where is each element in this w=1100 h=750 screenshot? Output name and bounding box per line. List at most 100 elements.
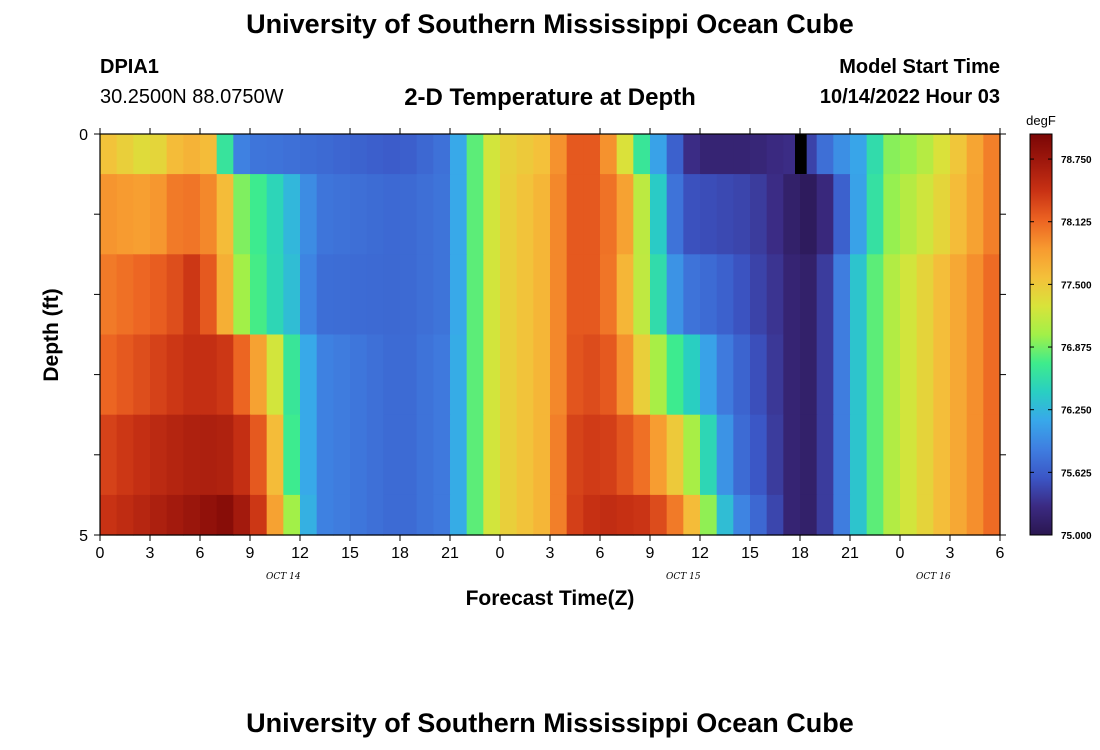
- heatmap-cell: [466, 414, 484, 496]
- heatmap-cell: [583, 174, 601, 255]
- heatmap-cell: [433, 134, 451, 175]
- heatmap-cell: [816, 334, 834, 416]
- x-tick-label: 18: [391, 545, 409, 562]
- heatmap-cell: [616, 134, 634, 175]
- heatmap-cell: [433, 254, 451, 336]
- heatmap-cell: [666, 494, 684, 536]
- heatmap-cell: [416, 494, 434, 536]
- heatmap-cell: [900, 134, 918, 175]
- heatmap-cell: [816, 134, 834, 175]
- heatmap-cell: [733, 414, 751, 496]
- heatmap-cell: [416, 334, 434, 416]
- heatmap-cell: [833, 334, 851, 416]
- heatmap-cell: [716, 414, 734, 496]
- heatmap-cell: [900, 494, 918, 536]
- heatmap-cell: [450, 414, 468, 496]
- heatmap-cell: [600, 494, 618, 536]
- heatmap-cell: [200, 494, 218, 536]
- heatmap-cell: [616, 414, 634, 496]
- heatmap-cell: [200, 334, 218, 416]
- heatmap-cell: [483, 414, 501, 496]
- heatmap-cell: [333, 494, 351, 536]
- heatmap-cell: [416, 174, 434, 255]
- heatmap-cell: [233, 334, 251, 416]
- y-axis-label: Depth (ft): [40, 288, 63, 381]
- y-tick-label: 0: [79, 127, 88, 144]
- x-tick-label: 3: [146, 545, 155, 562]
- heatmap-cell: [100, 134, 118, 175]
- colorbar-tick-label: 76.250: [1061, 406, 1092, 417]
- heatmap-cell: [983, 254, 1001, 336]
- heatmap-cell: [633, 414, 651, 496]
- heatmap-cell: [800, 414, 818, 496]
- heatmap-cell: [400, 174, 418, 255]
- plot-title: 2-D Temperature at Depth: [404, 84, 696, 111]
- heatmap-cell: [700, 174, 718, 255]
- heatmap-cell: [616, 174, 634, 255]
- heatmap-cell: [383, 334, 401, 416]
- date-label: OCT 15: [666, 572, 701, 582]
- x-tick-label: 3: [546, 545, 555, 562]
- heatmap-cell: [716, 334, 734, 416]
- heatmap-cell: [650, 494, 668, 536]
- heatmap-cell: [833, 254, 851, 336]
- colorbar-unit-label: degF: [1026, 113, 1056, 128]
- x-tick-label: 9: [246, 545, 255, 562]
- heatmap-cell: [500, 174, 518, 255]
- heatmap-cell: [966, 494, 984, 536]
- heatmap-cell: [183, 134, 201, 175]
- heatmap-cell: [566, 334, 584, 416]
- x-tick-label: 21: [441, 545, 459, 562]
- heatmap-cell: [150, 174, 168, 255]
- heatmap-cell: [233, 134, 251, 175]
- heatmap-cell: [716, 254, 734, 336]
- colorbar-ticks: 75.000 75.625 76.250 76.875 77.500 78.125 78.7…: [1030, 155, 1092, 542]
- heatmap-cell: [500, 134, 518, 175]
- heatmap-cell: [833, 414, 851, 496]
- heatmap-cell: [833, 134, 851, 175]
- heatmap-cell: [416, 134, 434, 175]
- heatmap-cell: [166, 254, 184, 336]
- heatmap-cell: [533, 254, 551, 336]
- heatmap-cell: [933, 414, 951, 496]
- heatmap-cell: [916, 414, 934, 496]
- heatmap-cell: [366, 494, 384, 536]
- heatmap-cell: [466, 334, 484, 416]
- heatmap-cell: [216, 174, 234, 255]
- heatmap-cell: [666, 414, 684, 496]
- footer-title: University of Southern Mississippi Ocean…: [246, 708, 854, 738]
- colorbar-tick-label: 78.750: [1061, 155, 1092, 166]
- heatmap-cell: [116, 174, 134, 255]
- heatmap-cell: [283, 334, 301, 416]
- heatmap-cell: [916, 334, 934, 416]
- heatmap-cell: [733, 134, 751, 175]
- heatmap-cell: [250, 134, 268, 175]
- heatmap-cell: [316, 414, 334, 496]
- heatmap-cell: [733, 254, 751, 336]
- heatmap-cell: [700, 494, 718, 536]
- heatmap-cell: [783, 494, 801, 536]
- heatmap-cell: [866, 134, 884, 175]
- heatmap-cell: [366, 134, 384, 175]
- x-tick-label: 0: [496, 545, 505, 562]
- heatmap-cell: [983, 174, 1001, 255]
- heatmap-cell: [416, 414, 434, 496]
- heatmap-cell: [883, 494, 901, 536]
- model-start-time: 10/14/2022 Hour 03: [819, 86, 1000, 108]
- heatmap-cell: [116, 334, 134, 416]
- heatmap-cell: [483, 174, 501, 255]
- x-tick-label: 21: [841, 545, 859, 562]
- heatmap-cell: [383, 254, 401, 336]
- heatmap-cell: [150, 494, 168, 536]
- heatmap-cell: [750, 334, 768, 416]
- heatmap-cell: [850, 174, 868, 255]
- heatmap-cell: [500, 254, 518, 336]
- heatmap-cell: [616, 494, 634, 536]
- heatmap-cell: [600, 134, 618, 175]
- heatmap-cell: [283, 254, 301, 336]
- heatmap-cell: [683, 134, 701, 175]
- heatmap-cell: [300, 174, 318, 255]
- heatmap-cell: [733, 334, 751, 416]
- heatmap-cell: [266, 134, 284, 175]
